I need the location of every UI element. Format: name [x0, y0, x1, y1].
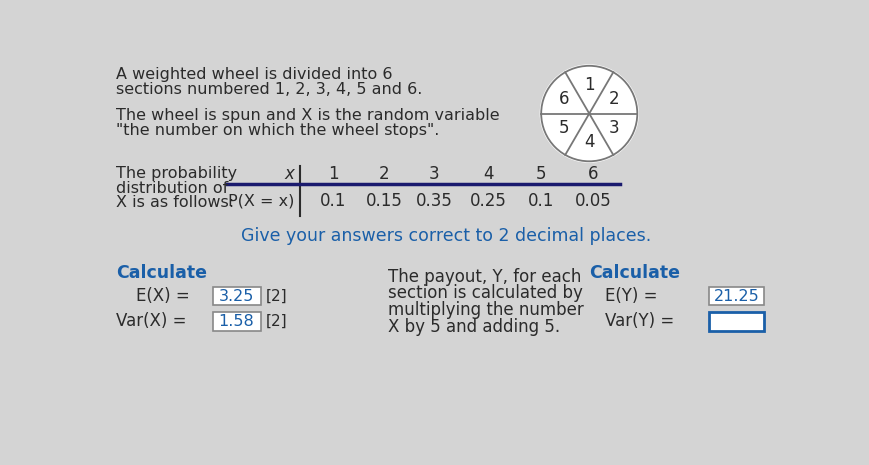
- Text: Var(Y) =: Var(Y) =: [604, 312, 679, 331]
- FancyBboxPatch shape: [708, 312, 763, 331]
- Text: [2]: [2]: [265, 314, 287, 329]
- Text: X by 5 and adding 5.: X by 5 and adding 5.: [388, 319, 560, 336]
- Text: x: x: [284, 165, 294, 183]
- Text: 4: 4: [583, 133, 594, 151]
- Text: E(Y) =: E(Y) =: [604, 287, 661, 305]
- FancyBboxPatch shape: [212, 287, 261, 306]
- Text: A weighted wheel is divided into 6: A weighted wheel is divided into 6: [116, 67, 393, 82]
- FancyBboxPatch shape: [708, 287, 763, 306]
- Text: 0.1: 0.1: [527, 192, 554, 210]
- Text: 6: 6: [559, 90, 569, 108]
- Text: 0.25: 0.25: [469, 192, 507, 210]
- Circle shape: [539, 64, 638, 163]
- Text: 0.1: 0.1: [320, 192, 346, 210]
- Text: 1: 1: [328, 165, 338, 183]
- FancyBboxPatch shape: [212, 312, 261, 331]
- Text: multiplying the number: multiplying the number: [388, 301, 583, 319]
- Text: distribution of: distribution of: [116, 180, 229, 196]
- Text: P(X = x): P(X = x): [228, 193, 294, 208]
- Text: Calculate: Calculate: [588, 264, 680, 282]
- Text: 1: 1: [583, 76, 594, 94]
- Text: The wheel is spun and X is the random variable: The wheel is spun and X is the random va…: [116, 108, 500, 123]
- Text: 4: 4: [482, 165, 494, 183]
- Text: Var(X) =: Var(X) =: [116, 312, 192, 331]
- Text: 2: 2: [378, 165, 388, 183]
- Text: 2: 2: [608, 90, 619, 108]
- Text: 5: 5: [559, 119, 569, 137]
- Text: X is as follows:: X is as follows:: [116, 195, 235, 210]
- Text: Give your answers correct to 2 decimal places.: Give your answers correct to 2 decimal p…: [241, 227, 650, 245]
- Text: Calculate: Calculate: [116, 264, 208, 282]
- Text: E(X) =: E(X) =: [136, 287, 195, 305]
- Text: 3: 3: [428, 165, 439, 183]
- Text: 3: 3: [608, 119, 619, 137]
- Text: "the number on which the wheel stops".: "the number on which the wheel stops".: [116, 123, 440, 138]
- Text: [2]: [2]: [265, 289, 287, 304]
- Text: 0.05: 0.05: [574, 192, 611, 210]
- Text: 5: 5: [535, 165, 546, 183]
- Text: 3.25: 3.25: [219, 289, 254, 304]
- Text: 0.15: 0.15: [365, 192, 401, 210]
- Text: 6: 6: [587, 165, 598, 183]
- Text: 1.58: 1.58: [218, 314, 255, 329]
- Text: The payout, Y, for each: The payout, Y, for each: [388, 267, 580, 286]
- Text: section is calculated by: section is calculated by: [388, 285, 582, 303]
- Text: sections numbered 1, 2, 3, 4, 5 and 6.: sections numbered 1, 2, 3, 4, 5 and 6.: [116, 82, 422, 97]
- Text: The probability: The probability: [116, 166, 237, 181]
- Text: 0.35: 0.35: [415, 192, 452, 210]
- Text: 21.25: 21.25: [713, 289, 759, 304]
